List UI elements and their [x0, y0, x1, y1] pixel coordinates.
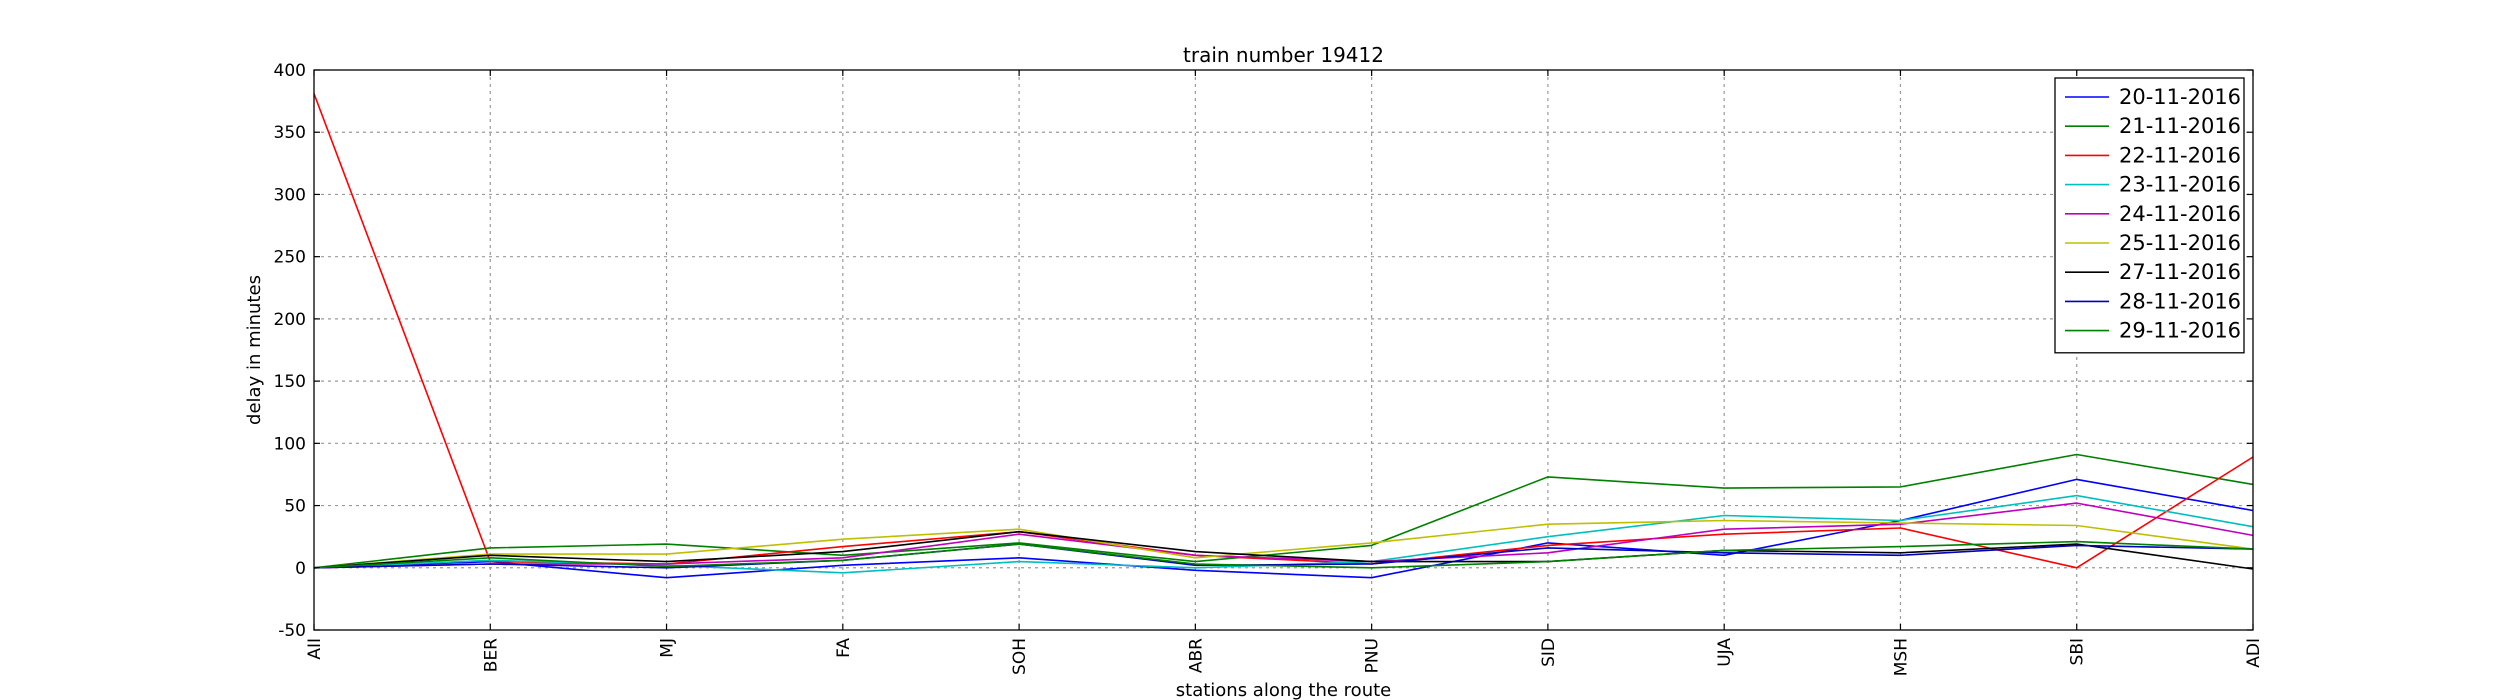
y-tick-label: 200: [274, 310, 306, 330]
x-tick-label: AII: [305, 638, 325, 660]
legend-label: 27-11-2016: [2119, 260, 2241, 284]
legend-label: 29-11-2016: [2119, 319, 2241, 343]
series-line-25-11-2016: [313, 519, 2254, 569]
x-tick-label: ADI: [2244, 638, 2264, 668]
x-axis-label: stations along the route: [1176, 680, 1391, 700]
y-tick-label: 0: [295, 559, 306, 579]
x-tick-label: SBI: [2068, 638, 2088, 665]
series-lines: [313, 93, 2254, 579]
y-tick-label: -50: [278, 621, 306, 641]
legend-label: 23-11-2016: [2119, 173, 2241, 197]
y-axis-label: delay in minutes: [244, 275, 265, 425]
x-tick-label: PNU: [1363, 638, 1383, 673]
x-tick-label: SID: [1539, 638, 1559, 667]
series-line-20-11-2016: [313, 478, 2254, 579]
y-tick-label: 50: [284, 497, 306, 517]
x-tick-label: MJ: [658, 638, 678, 658]
legend-label: 25-11-2016: [2119, 231, 2241, 255]
x-tick-label: ABR: [1186, 638, 1206, 673]
y-tick-label: 300: [274, 185, 306, 205]
series-line-22-11-2016: [313, 93, 2254, 569]
legend-label: 20-11-2016: [2119, 85, 2241, 109]
legend-box: [2054, 77, 2245, 354]
x-tick-label: MSH: [1891, 638, 1911, 676]
grid: [314, 70, 2253, 630]
series-line-23-11-2016: [313, 494, 2254, 574]
y-tick-label: 250: [274, 248, 306, 268]
series-line-24-11-2016: [313, 502, 2254, 569]
y-axis-ticks: -50 0 50 100 150 200 250 300 350 400: [274, 61, 2253, 641]
x-tick-label: FA: [834, 638, 854, 658]
chart-title: train number 19412: [1183, 43, 1384, 67]
x-tick-label: BER: [481, 638, 501, 672]
legend-label: 24-11-2016: [2119, 202, 2241, 226]
y-tick-label: 400: [274, 61, 306, 81]
plot-frame: [313, 69, 2254, 631]
x-tick-label: UJA: [1715, 638, 1735, 667]
legend: 20-11-2016 21-11-2016 22-11-2016 23-11-2016…: [2054, 77, 2245, 354]
x-tick-label: SOH: [1010, 638, 1030, 675]
series-line-27-11-2016: [313, 530, 2254, 570]
legend-label: 28-11-2016: [2119, 289, 2241, 313]
y-tick-label: 150: [274, 372, 306, 392]
x-axis-ticks: AII BER MJ FA SOH ABR PNU SID UJA MSH SBI ADI: [305, 70, 2264, 676]
series-line-28-11-2016: [313, 543, 2254, 569]
series-line-21-11-2016: [313, 453, 2254, 569]
legend-label: 21-11-2016: [2119, 114, 2241, 138]
y-tick-label: 100: [274, 434, 306, 454]
legend-label: 22-11-2016: [2119, 143, 2241, 167]
y-tick-label: 350: [274, 123, 306, 143]
series-line-29-11-2016: [313, 540, 2254, 569]
